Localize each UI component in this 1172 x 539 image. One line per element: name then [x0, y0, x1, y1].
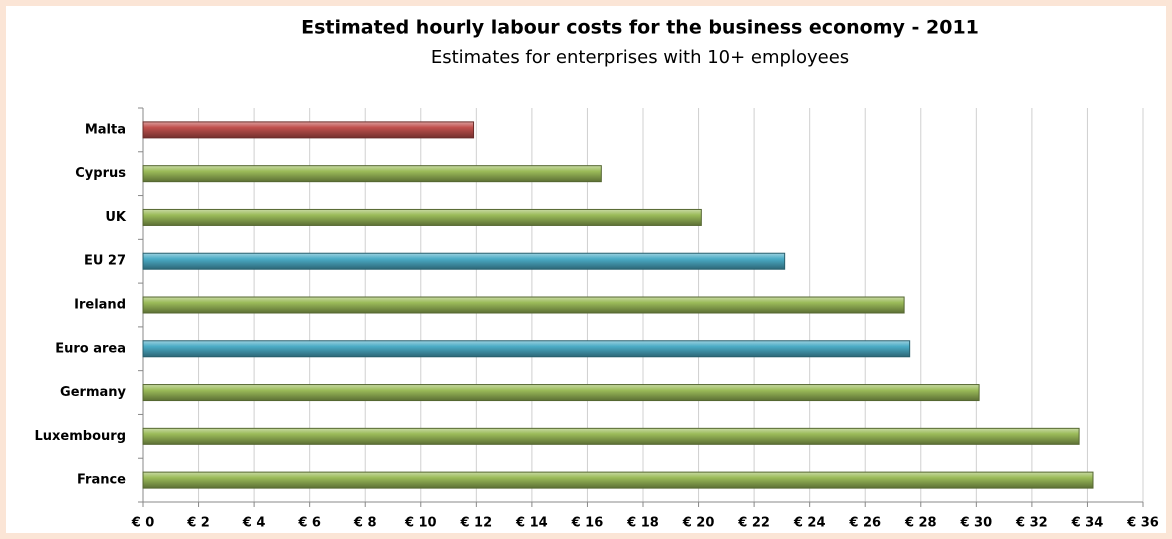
- x-tick-label: € 6: [297, 516, 321, 531]
- x-tick-label: € 26: [848, 516, 881, 531]
- bar: [142, 384, 980, 402]
- y-tick-label: France: [77, 473, 126, 488]
- bar: [142, 252, 786, 270]
- x-tick-label: € 0: [131, 516, 155, 531]
- y-tick-label: Euro area: [55, 341, 126, 356]
- x-tick-label: € 22: [737, 516, 770, 531]
- bar: [142, 121, 475, 139]
- chart-title: Estimated hourly labour costs for the bu…: [301, 17, 979, 39]
- y-tick-label: UK: [105, 210, 127, 225]
- y-tick-label: EU 27: [84, 254, 126, 269]
- bar: [142, 471, 1094, 489]
- x-tick-label: € 16: [571, 516, 604, 531]
- x-tick-label: € 32: [1015, 516, 1048, 531]
- x-tick-label: € 12: [459, 516, 492, 531]
- x-tick-label: € 30: [959, 516, 992, 531]
- x-tick-label: € 4: [242, 516, 266, 531]
- y-tick-label: Malta: [85, 122, 126, 137]
- bar: [142, 340, 911, 358]
- x-tick-label: € 10: [404, 516, 437, 531]
- x-tick-label: € 8: [353, 516, 377, 531]
- x-tick-label: € 34: [1071, 516, 1104, 531]
- y-tick-label: Luxembourg: [35, 429, 127, 444]
- x-tick-label: € 28: [904, 516, 937, 531]
- bar: [142, 208, 702, 226]
- y-tick-label: Ireland: [74, 298, 126, 313]
- x-tick-label: € 18: [626, 516, 659, 531]
- bar: [142, 427, 1080, 445]
- chart-subtitle: Estimates for enterprises with 10+ emplo…: [431, 47, 849, 68]
- y-tick-label: Cyprus: [75, 166, 126, 181]
- bar: [142, 296, 905, 314]
- x-tick-label: € 24: [793, 516, 826, 531]
- x-tick-label: € 20: [682, 516, 715, 531]
- y-tick-label: Germany: [60, 385, 126, 400]
- bar: [142, 165, 602, 183]
- x-tick-label: € 14: [515, 516, 548, 531]
- x-tick-label: € 2: [186, 516, 210, 531]
- x-tick-label: € 36: [1126, 516, 1159, 531]
